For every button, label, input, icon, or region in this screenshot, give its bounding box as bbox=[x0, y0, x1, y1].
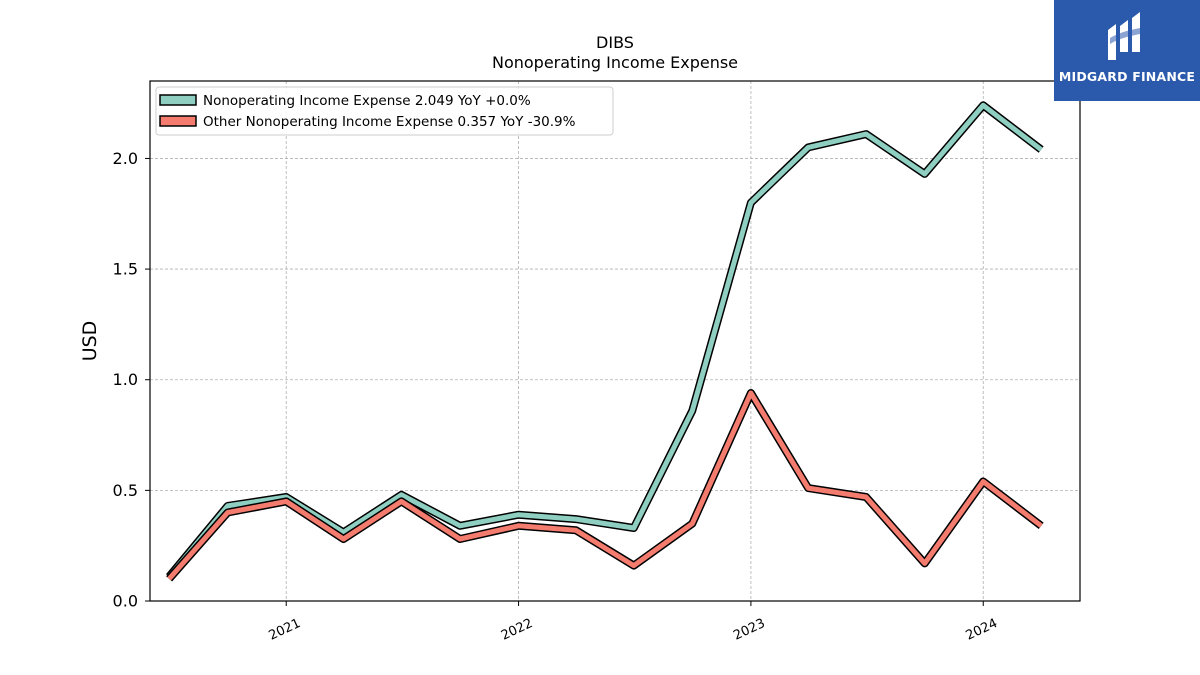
series-lines bbox=[166, 101, 1044, 582]
legend-swatch bbox=[159, 115, 197, 127]
grid bbox=[150, 81, 1080, 601]
y-axis-label: USD bbox=[79, 321, 101, 362]
series-line-0 bbox=[167, 102, 1043, 579]
x-tick-label: 2023 bbox=[731, 616, 767, 644]
y-tick-label: 2.0 bbox=[113, 149, 138, 168]
axis-ticks: 0.0 0.5 1.0 1.5 2.0 2021 2022 2023 2024 bbox=[113, 149, 1000, 644]
midgard-logo-icon bbox=[1108, 12, 1140, 60]
x-tick-label: 2024 bbox=[964, 616, 1000, 644]
series-line-1 bbox=[167, 390, 1043, 581]
plot-frame bbox=[149, 80, 1081, 602]
x-tick-label: 2022 bbox=[499, 616, 535, 644]
chart-subtitle: Nonoperating Income Expense bbox=[492, 53, 738, 72]
legend-label: Other Nonoperating Income Expense 0.357 … bbox=[203, 114, 576, 130]
y-tick-label: 1.5 bbox=[113, 260, 138, 279]
logo-text: MIDGARD FINANCE bbox=[1058, 69, 1196, 84]
y-tick-label: 0.5 bbox=[113, 481, 138, 500]
y-tick-label: 1.0 bbox=[113, 370, 138, 389]
x-tick-label: 2021 bbox=[267, 616, 303, 644]
legend-label: Nonoperating Income Expense 2.049 YoY +0… bbox=[203, 93, 531, 109]
legend-swatch bbox=[159, 94, 197, 106]
brand-logo: MIDGARD FINANCE bbox=[1054, 0, 1200, 101]
chart-title: DIBS bbox=[596, 33, 634, 52]
series-outline-1 bbox=[166, 389, 1044, 582]
y-tick-label: 0.0 bbox=[113, 592, 138, 611]
legend: Nonoperating Income Expense 2.049 YoY +0… bbox=[155, 86, 614, 136]
legend-box bbox=[155, 86, 614, 136]
